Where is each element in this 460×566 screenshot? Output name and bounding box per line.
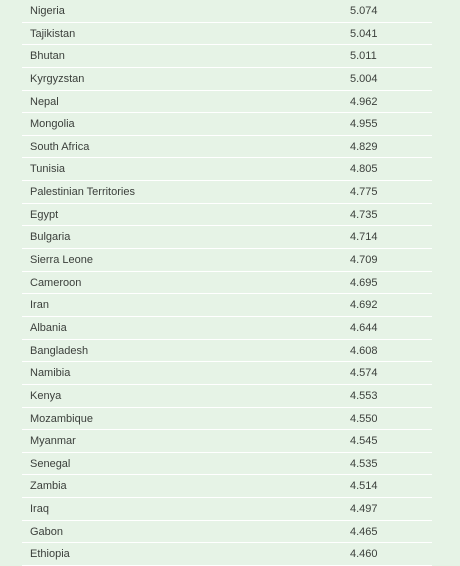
score-value: 4.962 bbox=[350, 95, 378, 108]
table-row: Bulgaria 4.714 bbox=[22, 226, 432, 250]
country-name: Senegal bbox=[30, 457, 71, 470]
score-value: 4.775 bbox=[350, 186, 378, 199]
score-value: 4.829 bbox=[350, 140, 378, 153]
country-name: Iraq bbox=[30, 503, 49, 516]
country-name: Sierra Leone bbox=[30, 254, 93, 267]
table-row: Iran 4.692 bbox=[22, 294, 432, 317]
country-name: Namibia bbox=[30, 367, 71, 380]
table-row: Zambia 4.514 bbox=[22, 475, 432, 499]
country-name: Gabon bbox=[30, 525, 64, 538]
score-value: 4.574 bbox=[350, 367, 378, 380]
table-row: Mozambique 4.550 bbox=[22, 408, 432, 431]
country-name: Tunisia bbox=[30, 163, 66, 176]
score-value: 5.011 bbox=[350, 50, 377, 63]
country-name: Mozambique bbox=[30, 412, 93, 425]
country-name: Kyrgyzstan bbox=[30, 72, 85, 85]
score-value: 4.550 bbox=[350, 412, 378, 425]
table-row: Bangladesh 4.608 bbox=[22, 340, 432, 363]
table-row: Egypt 4.735 bbox=[22, 204, 432, 227]
country-score-table: Nigeria 5.074 Tajikistan 5.041 Bhutan 5.… bbox=[22, 0, 432, 566]
table-row: Bhutan 5.011 bbox=[22, 45, 432, 68]
score-value: 4.735 bbox=[350, 208, 378, 221]
table-row: Nigeria 5.074 bbox=[22, 0, 432, 23]
country-name: Nigeria bbox=[30, 5, 65, 17]
country-name: Albania bbox=[30, 321, 67, 334]
table-row: Albania 4.644 bbox=[22, 317, 432, 340]
table-row: Gabon 4.465 bbox=[22, 521, 432, 544]
score-value: 4.955 bbox=[350, 118, 378, 131]
country-name: Bangladesh bbox=[30, 344, 89, 357]
score-value: 4.714 bbox=[350, 231, 378, 244]
score-value: 4.514 bbox=[350, 480, 378, 493]
score-value: 5.004 bbox=[350, 72, 378, 85]
country-name: Iran bbox=[30, 299, 49, 312]
table-row: Namibia 4.574 bbox=[22, 362, 432, 385]
table-row: Ethiopia 4.460 bbox=[22, 543, 432, 566]
country-name: Kenya bbox=[30, 389, 62, 402]
table-row: Nepal 4.962 bbox=[22, 91, 432, 114]
score-value: 4.545 bbox=[350, 435, 378, 448]
score-value: 4.805 bbox=[350, 163, 378, 176]
country-name: Nepal bbox=[30, 95, 59, 108]
table-row: Sierra Leone 4.709 bbox=[22, 249, 432, 272]
table-row: Kenya 4.553 bbox=[22, 385, 432, 408]
table-row: Senegal 4.535 bbox=[22, 453, 432, 476]
table-row: Myanmar 4.545 bbox=[22, 430, 432, 453]
country-name: Bhutan bbox=[30, 50, 65, 63]
score-value: 4.497 bbox=[350, 503, 378, 516]
table-row: Tunisia 4.805 bbox=[22, 158, 432, 182]
table-row: Palestinian Territories 4.775 bbox=[22, 181, 432, 204]
score-value: 4.460 bbox=[350, 548, 378, 561]
country-name: Bulgaria bbox=[30, 231, 71, 244]
score-value: 4.465 bbox=[350, 525, 378, 538]
table-row: South Africa 4.829 bbox=[22, 136, 432, 159]
table-row: Mongolia 4.955 bbox=[22, 113, 432, 136]
table-row: Kyrgyzstan 5.004 bbox=[22, 68, 432, 91]
score-value: 4.553 bbox=[350, 389, 378, 402]
country-name: South Africa bbox=[30, 140, 90, 153]
country-name: Mongolia bbox=[30, 118, 75, 131]
country-name: Cameroon bbox=[30, 276, 82, 289]
score-value: 4.692 bbox=[350, 299, 378, 312]
table-row: Iraq 4.497 bbox=[22, 498, 432, 521]
country-name: Tajikistan bbox=[30, 27, 76, 40]
table-row: Cameroon 4.695 bbox=[22, 272, 432, 295]
country-name: Ethiopia bbox=[30, 548, 70, 561]
country-name: Zambia bbox=[30, 480, 67, 493]
score-value: 5.041 bbox=[350, 27, 378, 40]
country-name: Palestinian Territories bbox=[30, 186, 135, 199]
country-name: Egypt bbox=[30, 208, 59, 221]
score-value: 5.074 bbox=[350, 5, 378, 17]
country-name: Myanmar bbox=[30, 435, 76, 448]
score-value: 4.644 bbox=[350, 321, 378, 334]
score-value: 4.709 bbox=[350, 254, 378, 267]
score-value: 4.535 bbox=[350, 457, 378, 470]
score-value: 4.608 bbox=[350, 344, 378, 357]
score-value: 4.695 bbox=[350, 276, 378, 289]
table-row: Tajikistan 5.041 bbox=[22, 23, 432, 46]
